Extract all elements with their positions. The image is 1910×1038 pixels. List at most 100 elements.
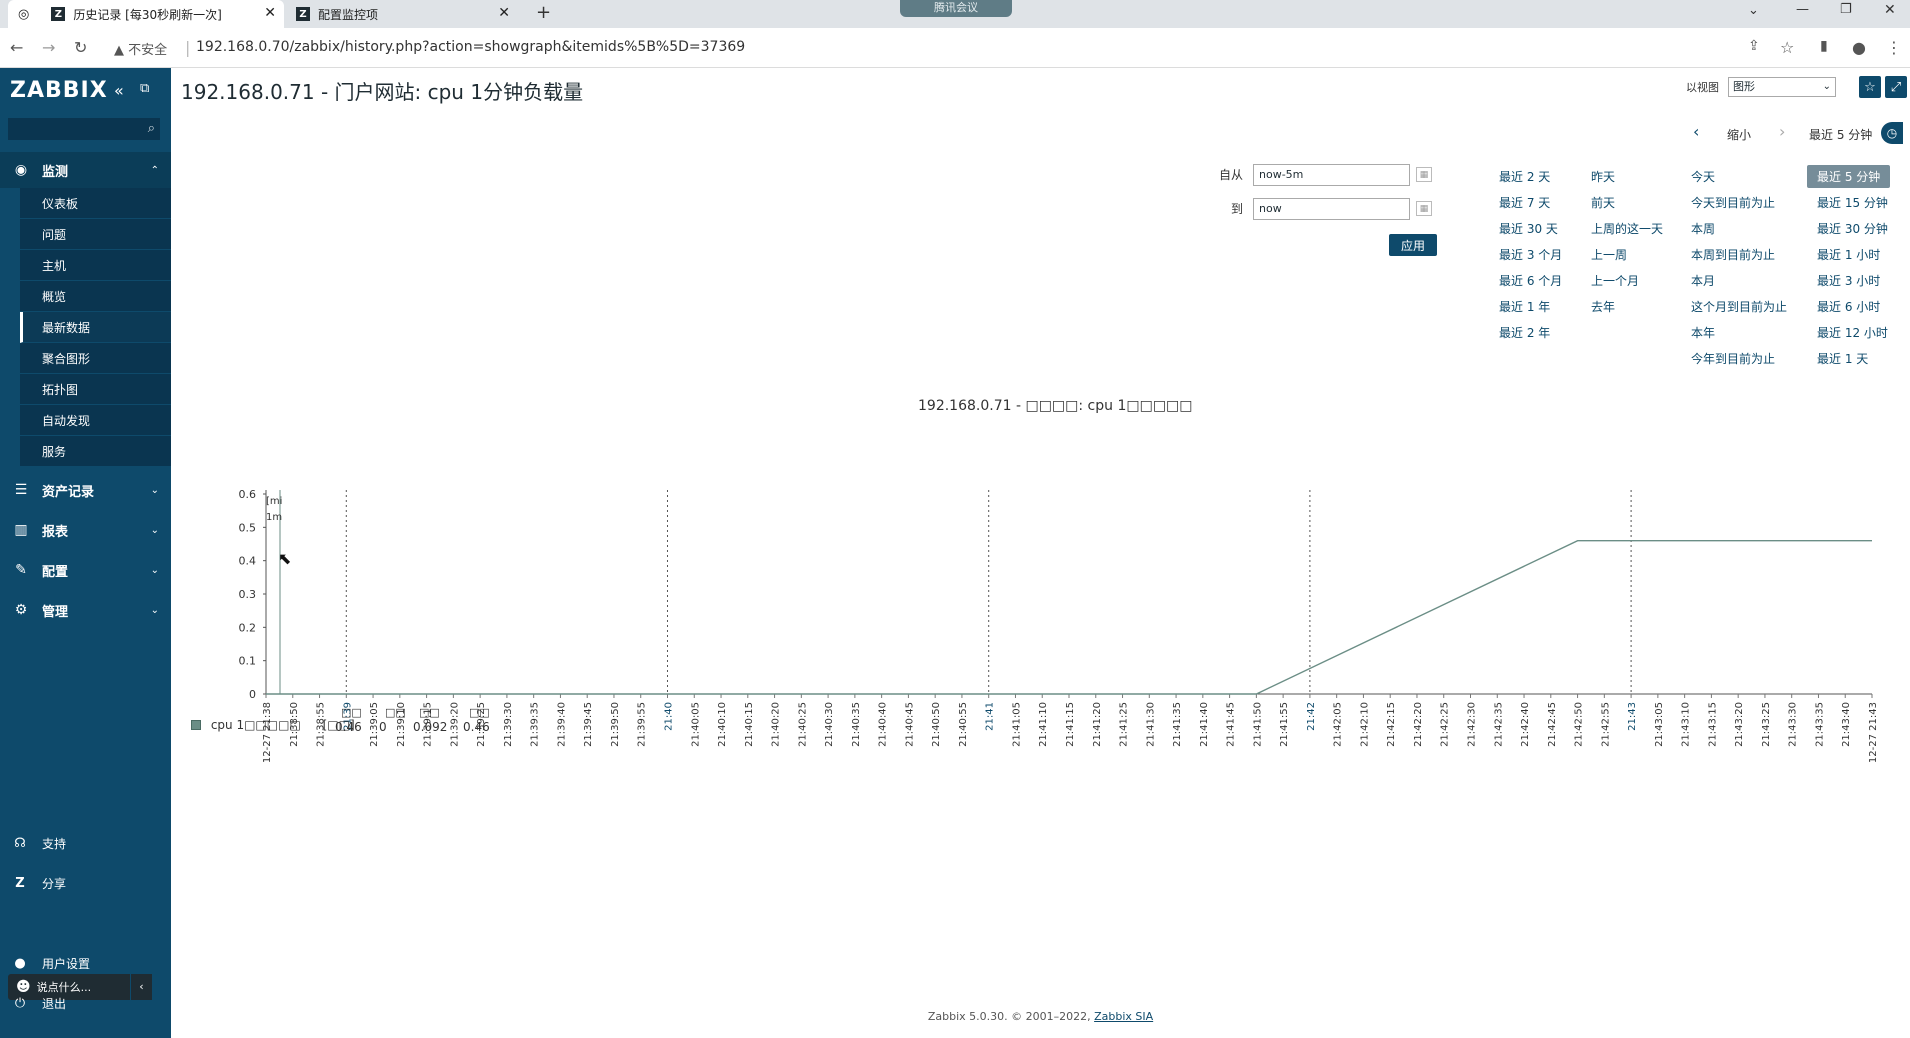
submenu-dashboard[interactable]: 仪表板 [20,188,171,219]
collapse-sidebar-icon[interactable]: « [114,81,124,100]
quick-range-link[interactable]: 最近 2 年 [1499,326,1551,340]
new-tab-icon[interactable]: + [536,2,552,23]
menu-reports[interactable]: ▥ 报表 ⌄ [0,512,171,548]
x-tick-label: 21:43:40 [1841,702,1852,747]
close-icon[interactable]: ✕ [498,5,510,21]
x-tick-label: 21:41:15 [1065,702,1076,747]
quick-range-link[interactable]: 最近 12 小时 [1817,326,1888,340]
chevron-down-icon[interactable]: ⌄ [1748,3,1759,18]
quick-range-link[interactable]: 去年 [1591,300,1616,314]
quick-range-link[interactable]: 最近 3 小时 [1817,274,1881,288]
quick-range-link[interactable]: 上一周 [1591,248,1628,262]
nav-logout[interactable]: ⏻ 退出 [0,988,171,1018]
quick-range-link[interactable]: 本周 [1691,222,1716,236]
menu-configuration[interactable]: ✎ 配置 ⌄ [0,552,171,588]
chevron-left-icon[interactable]: ‹ [130,974,152,1000]
nav-label: 退出 [42,996,67,1011]
submenu-latest-data[interactable]: 最新数据 [20,312,171,343]
quick-range-link[interactable]: 本年 [1691,326,1716,340]
x-tick-label: 21:42:35 [1493,702,1504,747]
time-prev-icon[interactable]: ‹ [1693,122,1700,141]
zabbix-logo[interactable]: ZABBIX [10,78,108,103]
y-tick-label: 0.1 [239,655,257,668]
quick-range-link[interactable]: 最近 2 天 [1499,170,1551,184]
quick-range-link[interactable]: 最近 15 分钟 [1817,196,1888,210]
quick-range-link[interactable]: 最近 1 天 [1817,352,1869,366]
quick-range-link[interactable]: 最近 7 天 [1499,196,1551,210]
x-tick-label: 21:39:40 [556,702,567,747]
kiosk-icon[interactable]: ⧉ [140,81,150,96]
time-next-icon[interactable]: › [1779,122,1786,141]
quick-range-link[interactable]: 今年到目前为止 [1691,352,1776,366]
from-input[interactable]: now-5m [1253,164,1410,186]
menu-administration[interactable]: ⚙ 管理 ⌄ [0,592,171,628]
current-period-tab[interactable]: 最近 5 分钟 [1809,128,1873,142]
submenu-screens[interactable]: 聚合图形 [20,343,171,374]
menu-kebab-icon[interactable]: ⋮ [1886,38,1902,57]
quick-range-link[interactable]: 最近 6 小时 [1817,300,1881,314]
x-tick-label: 21:38:55 [316,702,327,747]
add-favorite-button[interactable]: ☆ [1859,76,1881,98]
to-input[interactable]: now [1253,198,1410,220]
sidepanel-icon[interactable]: ▮ [1820,38,1828,54]
quick-range-link[interactable]: 今天到目前为止 [1691,196,1776,210]
x-tick-label: 21:40:50 [931,702,942,747]
forward-icon[interactable]: → [42,38,56,57]
quick-range-link[interactable]: 最近 3 个月 [1499,248,1563,262]
quick-range-link[interactable]: 前天 [1591,196,1616,210]
browser-tab-config[interactable]: Z 配置监控项 ✕ [292,0,518,28]
quick-range-link[interactable]: 这个月到目前为止 [1691,300,1788,314]
quick-range-link[interactable]: 最近 1 年 [1499,300,1551,314]
security-warning[interactable]: ▲ 不安全 [114,43,168,58]
chat-input[interactable]: ☻ 说点什么... ‹ [8,974,152,1000]
quick-range-link[interactable]: 上一个月 [1591,274,1640,288]
window-close-icon[interactable]: ✕ [1884,2,1896,18]
clock-icon[interactable]: ◷ [1881,122,1903,144]
quick-range-link[interactable]: 最近 30 分钟 [1817,222,1888,236]
menu-monitoring[interactable]: ◉ 监测 ⌃ [0,152,171,188]
nav-support[interactable]: ☊ 支持 [0,828,171,858]
quick-range-link[interactable]: 今天 [1691,170,1716,184]
submenu-discovery[interactable]: 自动发现 [20,405,171,436]
meeting-badge[interactable]: 腾讯会议 [900,0,1012,17]
submenu-overview[interactable]: 概览 [20,281,171,312]
submenu-maps[interactable]: 拓扑图 [20,374,171,405]
nav-share[interactable]: Z 分享 [0,868,171,898]
tab-title: 配置监控项 [318,7,379,22]
back-icon[interactable]: ← [10,38,24,57]
fullscreen-button[interactable]: ⤢ [1885,76,1907,98]
view-as-select[interactable]: 图形 ⌄ [1728,77,1836,97]
close-icon[interactable]: ✕ [264,5,276,21]
calendar-icon[interactable]: ▦ [1416,167,1432,182]
submenu-services[interactable]: 服务 [20,436,171,467]
share-icon[interactable]: ⇪ [1748,38,1760,54]
quick-range-link[interactable]: 最近 5 分钟 [1807,165,1891,188]
quick-range-link[interactable]: 本周到目前为止 [1691,248,1776,262]
star-icon[interactable]: ☆ [1780,38,1795,57]
address-bar: ← → ↻ ▲ 不安全 | 192.168.0.70/zabbix/histor… [0,28,1910,68]
quick-range-link[interactable]: 昨天 [1591,170,1616,184]
calendar-icon[interactable]: ▦ [1416,201,1432,216]
apply-button[interactable]: 应用 [1389,234,1437,256]
quick-range-link[interactable]: 本月 [1691,274,1716,288]
x-tick-label: 21:39:50 [610,702,621,747]
submenu-problems[interactable]: 问题 [20,219,171,250]
nav-user-settings[interactable]: ● 用户设置 [0,948,171,978]
url-field[interactable]: 192.168.0.70/zabbix/history.php?action=s… [196,39,746,55]
search-input[interactable]: ⌕ [8,118,160,140]
profile-icon[interactable]: ● [1852,38,1866,57]
quick-range-link[interactable]: 上周的这一天 [1591,222,1664,236]
footer-link[interactable]: Zabbix SIA [1094,1010,1154,1023]
restore-icon[interactable]: ❐ [1840,2,1852,17]
quick-range-link[interactable]: 最近 1 小时 [1817,248,1881,262]
zoom-out-button[interactable]: 缩小 [1727,128,1752,142]
quick-range-link[interactable]: 最近 6 个月 [1499,274,1563,288]
reload-icon[interactable]: ↻ [74,38,88,57]
minimize-icon[interactable]: — [1796,2,1809,17]
browser-tab-history[interactable]: ◎ Z 历史记录 [每30秒刷新一次] ✕ [8,0,284,28]
menu-inventory[interactable]: ☰ 资产记录 ⌄ [0,472,171,508]
quick-range-link[interactable]: 最近 30 天 [1499,222,1558,236]
zabbix-favicon-icon: Z [51,7,66,21]
search-icon[interactable]: ⌕ [147,121,155,136]
submenu-hosts[interactable]: 主机 [20,250,171,281]
